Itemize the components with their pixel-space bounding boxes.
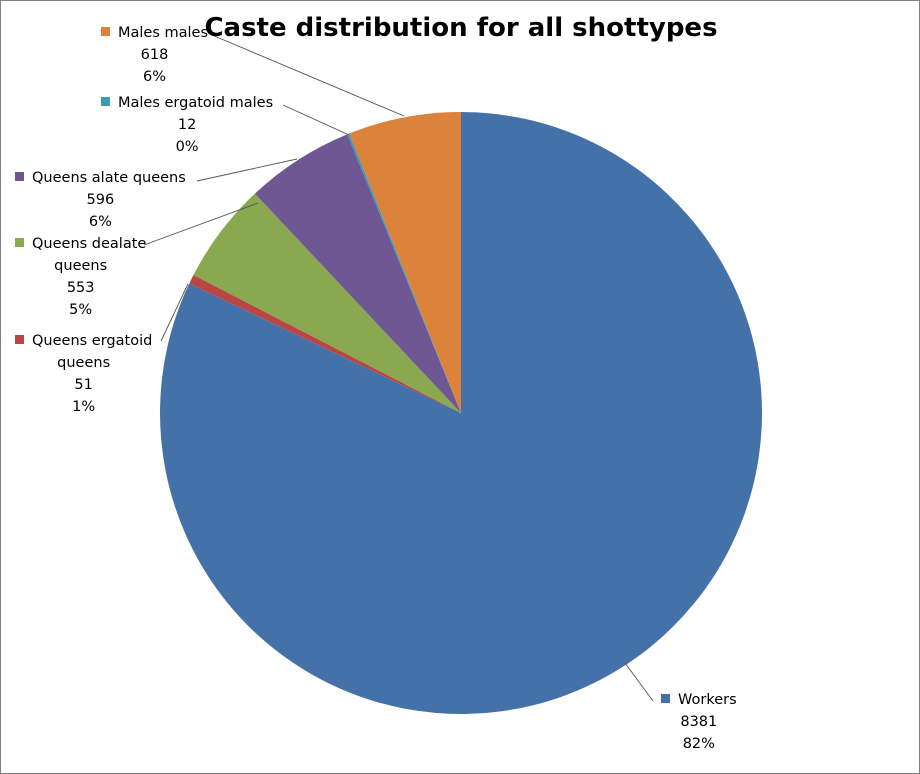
- data-label-text: 12: [177, 117, 197, 133]
- pie-slice-queens-alate-queens: [254, 134, 461, 414]
- pie-slice-males-ergatoid-males: [347, 133, 461, 414]
- data-label-text: 618: [140, 47, 169, 63]
- data-label: Queens alate queens 596 6%: [15, 167, 186, 233]
- legend-swatch: [661, 694, 670, 703]
- data-label: Workers 8381 82%: [661, 689, 737, 755]
- legend-swatch: [15, 172, 24, 181]
- legend-swatch: [101, 97, 110, 106]
- data-label-text: queens: [54, 258, 108, 274]
- data-label-text: 6%: [88, 214, 112, 230]
- data-label-text: Workers: [678, 692, 737, 708]
- pie-slice-workers: [159, 112, 762, 714]
- data-label: Males males 618 6%: [101, 22, 208, 88]
- data-label-text: queens: [57, 355, 111, 371]
- data-label: Queens ergatoid queens 51 1%: [15, 330, 152, 418]
- data-label: Queens dealate queens 553 5%: [15, 233, 146, 321]
- data-label-text: 6%: [143, 69, 167, 85]
- data-label-text: 1%: [72, 399, 96, 415]
- leader-line: [282, 104, 350, 136]
- legend-swatch: [101, 27, 110, 36]
- pie-slice-queens-ergatoid-queens: [189, 275, 461, 413]
- data-label-text: Queens alate queens: [32, 170, 186, 186]
- data-label-text: 5%: [69, 302, 93, 318]
- data-label-text: 596: [86, 192, 115, 208]
- leader-line: [211, 34, 405, 117]
- data-label-text: 0%: [175, 139, 199, 155]
- pie-slice-queens-dealate-queens: [193, 193, 461, 413]
- data-label-text: Queens ergatoid: [32, 333, 153, 349]
- data-label-text: 553: [66, 280, 95, 296]
- data-label-text: 82%: [682, 736, 715, 752]
- leader-line: [160, 283, 189, 342]
- pie-slice-males-males: [349, 112, 461, 413]
- legend-swatch: [15, 238, 24, 247]
- data-label-text: 8381: [680, 714, 718, 730]
- data-label-text: Queens dealate: [32, 236, 147, 252]
- data-label-text: Males ergatoid males: [118, 95, 274, 111]
- data-label-text: 51: [74, 377, 93, 393]
- data-label: Males ergatoid males 12 0%: [101, 92, 273, 158]
- chart-title: Caste distribution for all shottypes: [204, 13, 718, 43]
- leader-line: [196, 158, 298, 182]
- leader-line: [624, 662, 654, 702]
- data-label-text: Males males: [118, 25, 209, 41]
- legend-swatch: [15, 335, 24, 344]
- leader-line: [143, 202, 259, 246]
